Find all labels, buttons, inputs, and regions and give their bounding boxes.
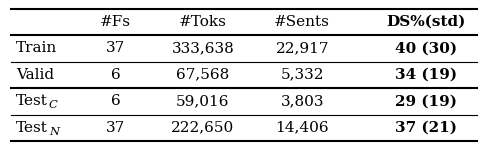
Text: Test: Test bbox=[16, 94, 48, 108]
Text: N: N bbox=[49, 127, 59, 137]
Text: 333,638: 333,638 bbox=[171, 41, 234, 55]
Text: Test: Test bbox=[16, 121, 48, 135]
Text: C: C bbox=[49, 100, 58, 110]
Text: 5,332: 5,332 bbox=[281, 68, 324, 82]
Text: 22,917: 22,917 bbox=[276, 41, 329, 55]
Text: 40 (30): 40 (30) bbox=[395, 41, 457, 55]
Text: 14,406: 14,406 bbox=[275, 121, 329, 135]
Text: Valid: Valid bbox=[16, 68, 54, 82]
Text: #Toks: #Toks bbox=[179, 15, 227, 29]
Text: 222,650: 222,650 bbox=[171, 121, 234, 135]
Text: 67,568: 67,568 bbox=[176, 68, 229, 82]
Text: DS%(std): DS%(std) bbox=[386, 15, 466, 29]
Text: 37: 37 bbox=[106, 121, 125, 135]
Text: 6: 6 bbox=[111, 68, 120, 82]
Text: #Fs: #Fs bbox=[100, 15, 131, 29]
Text: Train: Train bbox=[16, 41, 57, 55]
Text: 34 (19): 34 (19) bbox=[395, 68, 457, 82]
Text: 59,016: 59,016 bbox=[176, 94, 229, 108]
Text: 6: 6 bbox=[111, 94, 120, 108]
Text: 37 (21): 37 (21) bbox=[395, 121, 457, 135]
Text: 29 (19): 29 (19) bbox=[395, 94, 457, 108]
Text: 3,803: 3,803 bbox=[281, 94, 324, 108]
Text: 37: 37 bbox=[106, 41, 125, 55]
Text: #Sents: #Sents bbox=[274, 15, 330, 29]
